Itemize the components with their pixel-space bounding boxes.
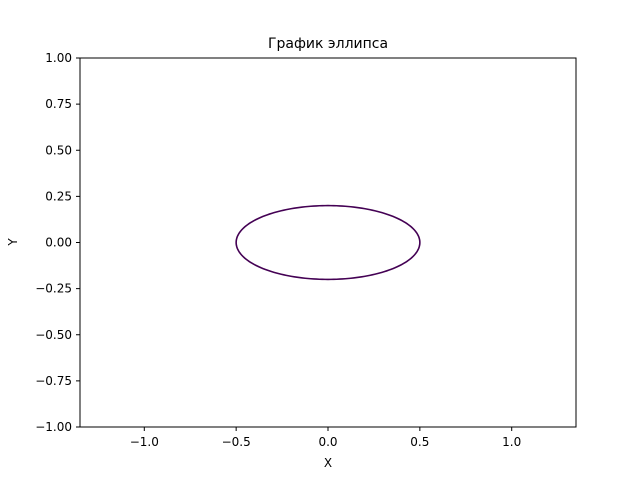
y-tick-label: −1.00 [35,420,72,434]
y-tick-label: −0.50 [35,328,72,342]
x-axis-ticks: −1.0 −0.5 0.0 0.5 1.0 [130,427,521,449]
y-tick-label: 0.00 [45,236,72,250]
y-tick-label: 1.00 [45,51,72,65]
y-tick-label: 0.75 [45,97,72,111]
y-tick-label: −0.25 [35,282,72,296]
series-ellipse-0 [235,204,421,281]
y-axis-label: Y [6,238,20,247]
x-tick-label: 1.0 [502,435,521,449]
x-tick-label: −1.0 [130,435,159,449]
x-axis-label: X [324,456,332,470]
y-tick-label: −0.75 [35,374,72,388]
x-tick-label: 0.5 [410,435,429,449]
y-axis-ticks: 1.00 0.75 0.50 0.25 0.00 −0.25 −0.50 −0.75 −1.00 [35,51,80,434]
x-tick-label: 0.0 [318,435,337,449]
chart-title: График эллипса [268,36,388,52]
y-tick-label: 0.25 [45,189,72,203]
y-tick-label: 0.50 [45,143,72,157]
x-tick-label: −0.5 [222,435,251,449]
